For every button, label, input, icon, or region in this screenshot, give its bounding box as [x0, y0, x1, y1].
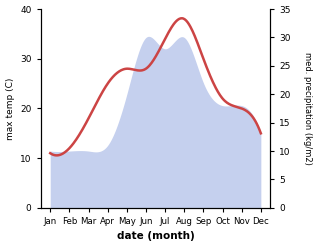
- X-axis label: date (month): date (month): [117, 231, 194, 242]
- Y-axis label: med. precipitation (kg/m2): med. precipitation (kg/m2): [303, 52, 313, 165]
- Y-axis label: max temp (C): max temp (C): [5, 77, 15, 140]
